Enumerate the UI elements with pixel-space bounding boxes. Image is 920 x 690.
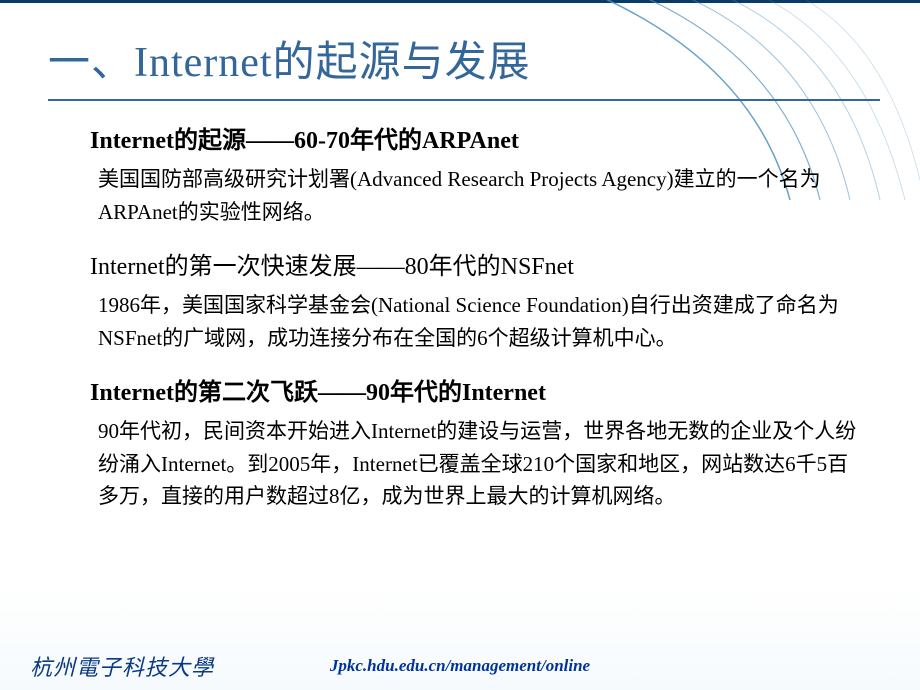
- content-area: Internet的起源——60-70年代的ARPAnet 美国国防部高级研究计划…: [90, 120, 860, 531]
- slide-title: 一、Internet的起源与发展: [48, 28, 880, 101]
- section-body-3: 90年代初，民间资本开始进入Internet的建设与运营，世界各地无数的企业及个…: [98, 415, 860, 513]
- footer: Jpkc.hdu.edu.cn/management/online: [0, 656, 920, 676]
- section-heading-1: Internet的起源——60-70年代的ARPAnet: [90, 120, 860, 155]
- top-border-line: [0, 0, 920, 3]
- slide: 一、Internet的起源与发展 Internet的起源——60-70年代的AR…: [0, 0, 920, 690]
- section-heading-2: Internet的第一次快速发展——80年代的NSFnet: [90, 246, 860, 281]
- footer-url: Jpkc.hdu.edu.cn/management/online: [330, 656, 590, 675]
- section-heading-3: Internet的第二次飞跃——90年代的Internet: [90, 372, 860, 407]
- section-body-1: 美国国防部高级研究计划署(Advanced Research Projects …: [98, 163, 860, 228]
- section-body-2: 1986年，美国国家科学基金会(National Science Foundat…: [98, 289, 860, 354]
